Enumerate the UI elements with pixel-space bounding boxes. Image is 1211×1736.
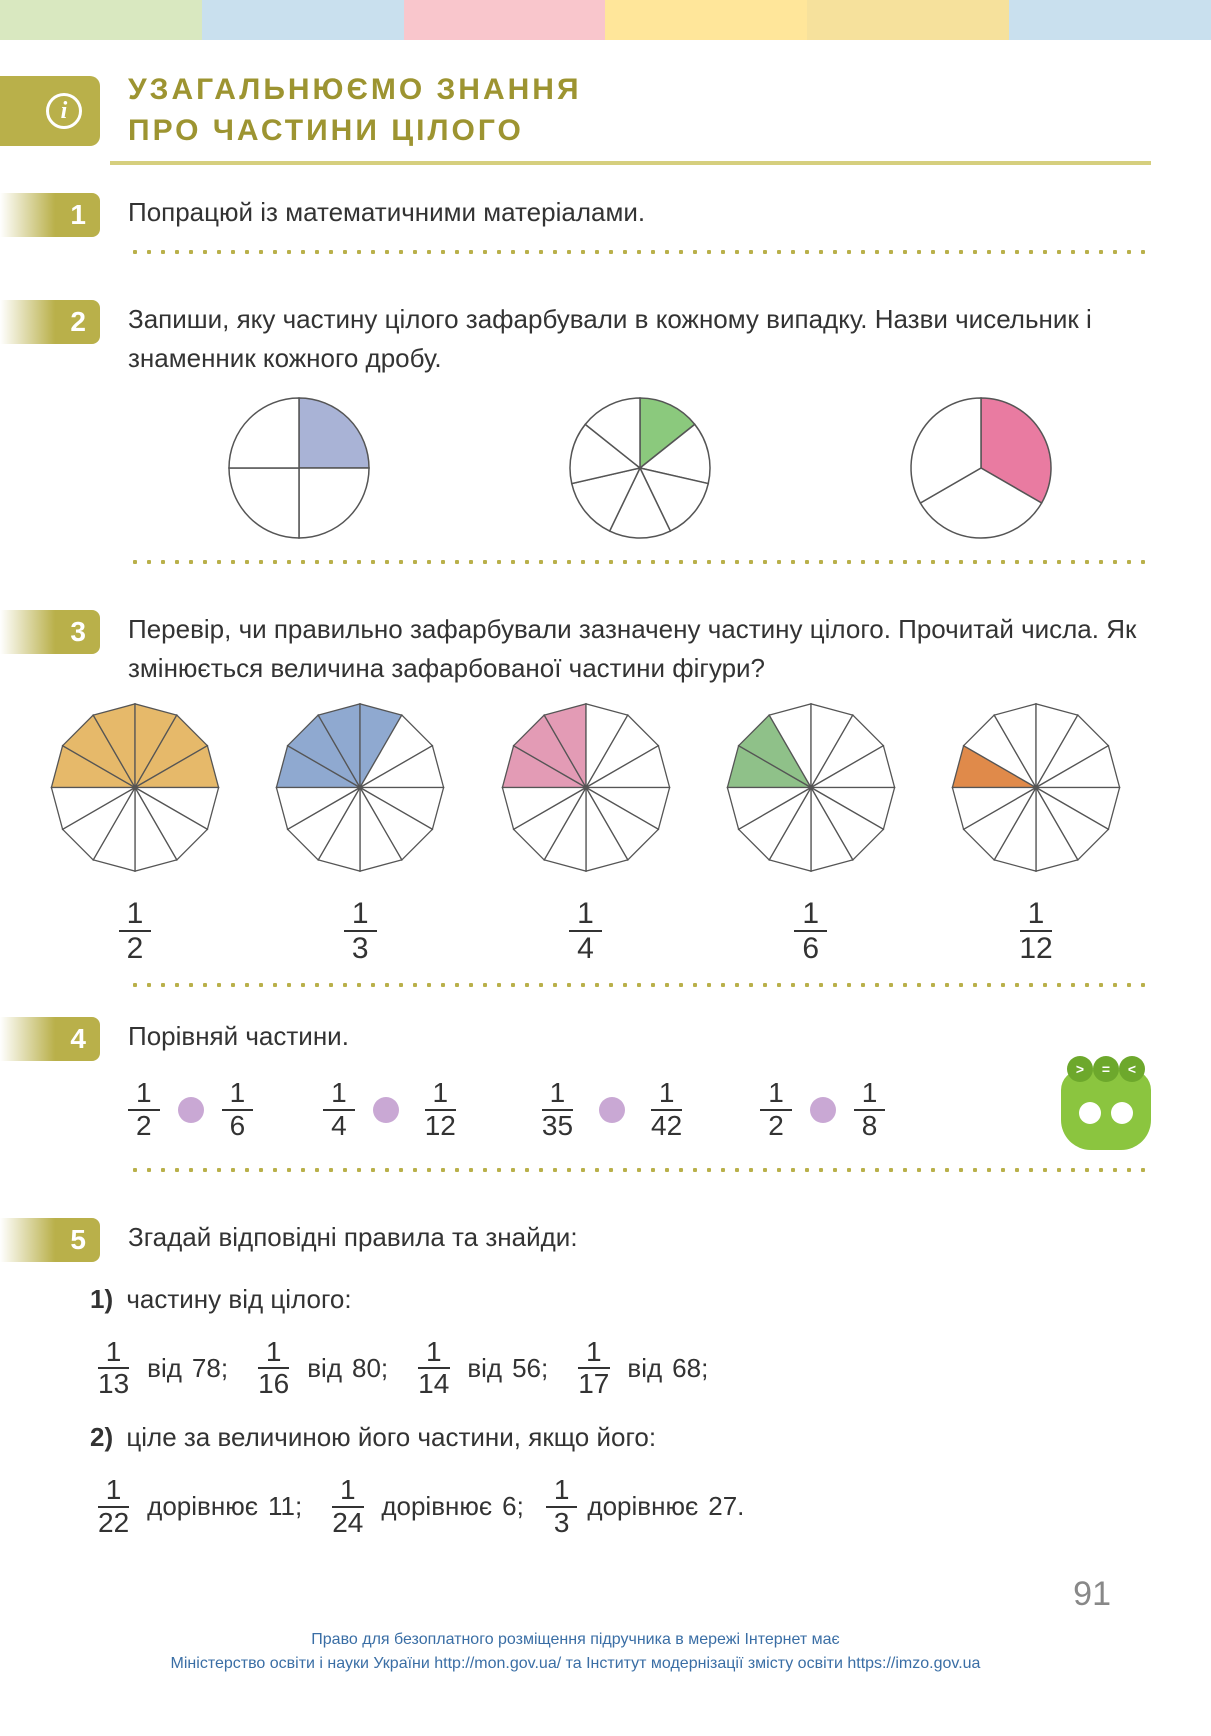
circles-row: [128, 394, 1151, 542]
hexagon-chart: [491, 702, 681, 883]
divider: [110, 161, 1151, 165]
fraction: 117: [570, 1337, 617, 1401]
pie-chart: [566, 394, 714, 542]
hex-item: 12: [40, 702, 230, 965]
part1-items: 113 від 78; 116 від 80; 114 від 56; 117 …: [90, 1337, 1151, 1401]
page-number: 91: [0, 1569, 1111, 1620]
exercise-text: Порівняй частини.: [128, 1017, 1151, 1056]
fraction: 14: [323, 1078, 355, 1142]
fraction: 112: [417, 1078, 464, 1142]
fraction: 13: [344, 897, 377, 965]
fraction: 112: [1011, 897, 1060, 965]
hex-item: 16: [716, 702, 906, 965]
exercise-3: 3 Перевір, чи правильно зафарбували зазн…: [0, 610, 1151, 688]
compare-dot: [599, 1097, 625, 1123]
dotted-divider: [128, 981, 1151, 989]
exercise-number: 5: [0, 1218, 100, 1262]
dotted-divider: [128, 248, 1151, 256]
exercise-number: 3: [0, 610, 100, 654]
compare-row: 12 16 14 112 135 142 12 18 >=<: [128, 1070, 1151, 1150]
fraction: 12: [119, 897, 152, 965]
section-title: УЗАГАЛЬНЮЄМО ЗНАННЯ ПРО ЧАСТИНИ ЦІЛОГО: [128, 70, 582, 151]
info-icon: i: [46, 93, 82, 129]
fraction: 122: [90, 1475, 137, 1539]
fraction: 114: [410, 1337, 457, 1401]
info-badge: i: [0, 76, 100, 146]
fraction: 116: [250, 1337, 297, 1401]
exercise-number: 2: [0, 300, 100, 344]
dotted-divider: [128, 558, 1151, 566]
exercise-text: Запиши, яку частину цілого зафарбували в…: [128, 300, 1151, 378]
fraction: 14: [569, 897, 602, 965]
fraction: 13: [546, 1475, 578, 1539]
fraction-item: 113 від 78;: [90, 1337, 228, 1401]
page-content: i УЗАГАЛЬНЮЄМО ЗНАННЯ ПРО ЧАСТИНИ ЦІЛОГО…: [0, 70, 1211, 1736]
fraction-item: 13 дорівнює 27.: [546, 1475, 745, 1539]
section-header: i УЗАГАЛЬНЮЄМО ЗНАННЯ ПРО ЧАСТИНИ ЦІЛОГО: [0, 70, 1151, 151]
fraction-item: 116 від 80;: [250, 1337, 388, 1401]
fraction: 12: [128, 1078, 160, 1142]
fraction: 12: [760, 1078, 792, 1142]
exercise-5: 5 Згадай відповідні правила та знайди:: [0, 1218, 1151, 1262]
hexagon-chart: [941, 702, 1131, 883]
exercise-number: 4: [0, 1017, 100, 1061]
fraction-item: 114 від 56;: [410, 1337, 548, 1401]
hexagon-chart: [265, 702, 455, 883]
exercise-text: Перевір, чи правильно зафарбували зазнач…: [128, 610, 1151, 688]
fraction: 16: [222, 1078, 254, 1142]
fraction: 113: [90, 1337, 137, 1401]
footer: Право для безоплатного розміщення підруч…: [0, 1628, 1151, 1696]
hex-item: 112: [941, 702, 1131, 965]
exercise-1: 1 Попрацюй із математичними матеріалами.: [0, 193, 1151, 272]
hex-item: 14: [491, 702, 681, 965]
fraction: 124: [324, 1475, 371, 1539]
fraction: 16: [794, 897, 827, 965]
mascot-icon: >=<: [1061, 1070, 1151, 1150]
fraction: 18: [854, 1078, 886, 1142]
compare-dot: [810, 1097, 836, 1123]
exercise-text: Попрацюй із математичними матеріалами.: [128, 193, 1151, 232]
compare-dot: [373, 1097, 399, 1123]
fraction-item: 124 дорівнює 6;: [324, 1475, 524, 1539]
compare-dot: [178, 1097, 204, 1123]
exercise-number: 1: [0, 193, 100, 237]
sub-1: 1) частину від цілого:: [90, 1280, 1151, 1319]
sub-2: 2) ціле за величиною його частини, якщо …: [90, 1418, 1151, 1457]
fraction: 135: [534, 1078, 581, 1142]
dotted-divider: [128, 1166, 1151, 1174]
fraction-item: 122 дорівнює 11;: [90, 1475, 302, 1539]
pie-chart: [225, 394, 373, 542]
hexagon-chart: [40, 702, 230, 883]
hexagons-row: 12 13 14 16 112: [40, 702, 1131, 965]
hexagon-chart: [716, 702, 906, 883]
exercise-4: 4 Порівняй частини. 12 16 14 112 135 142 12 18 …: [0, 1017, 1151, 1190]
hex-item: 13: [265, 702, 455, 965]
part2-items: 122 дорівнює 11; 124 дорівнює 6; 13 дорі…: [90, 1475, 1151, 1539]
pie-chart: [907, 394, 1055, 542]
fraction-item: 117 від 68;: [570, 1337, 708, 1401]
fraction: 142: [643, 1078, 690, 1142]
exercise-text: Згадай відповідні правила та знайди:: [128, 1218, 1151, 1257]
exercise-2: 2 Запиши, яку частину цілого зафарбували…: [0, 300, 1151, 582]
top-color-bar: [0, 0, 1211, 40]
